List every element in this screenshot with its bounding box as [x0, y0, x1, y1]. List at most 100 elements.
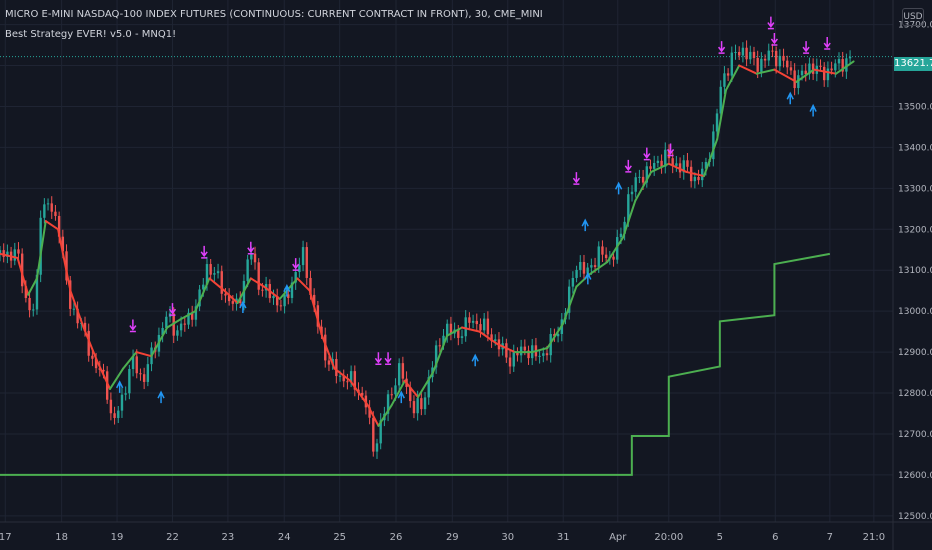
signal-line [0, 60, 855, 427]
sell-marker-icon [643, 147, 651, 161]
candle-body [449, 323, 453, 334]
candle-body [375, 443, 379, 452]
signal-segment [27, 277, 38, 296]
candle-body [494, 339, 497, 342]
candle-body [386, 394, 390, 414]
candle-body [490, 334, 493, 342]
signal-segment [366, 404, 380, 427]
signal-segment [69, 289, 85, 329]
candle-body [165, 316, 168, 328]
candle-body [39, 217, 42, 275]
signal-segment [44, 220, 60, 231]
candle-body [394, 385, 397, 395]
candle-body [819, 65, 822, 67]
sell-marker-icon [374, 352, 382, 366]
candle-body [342, 375, 345, 382]
signal-segment [223, 289, 239, 304]
candle-body [664, 149, 667, 167]
candle-body [257, 262, 260, 290]
candle-body [179, 323, 183, 331]
sell-marker-icon [572, 172, 580, 185]
candle-body [678, 163, 682, 173]
signal-segment [546, 322, 565, 349]
y-tick-label: 13400.00 [898, 143, 932, 153]
candle-body [763, 58, 767, 61]
signal-segment [795, 68, 815, 83]
candle-body [87, 330, 90, 356]
candle-body [176, 330, 179, 336]
candle-body [471, 320, 475, 323]
x-tick-label: 18 [55, 532, 68, 543]
candle-body [349, 371, 353, 383]
signal-segment [236, 277, 252, 304]
x-tick-label: 26 [390, 532, 403, 543]
x-tick-label: 29 [446, 532, 459, 543]
candle-body [752, 51, 756, 58]
signal-segment [249, 277, 265, 288]
candle-body [327, 360, 331, 365]
candle-body [401, 363, 405, 379]
candle-body [760, 58, 763, 72]
signal-segment [349, 379, 369, 407]
currency-button[interactable]: USD [902, 8, 924, 26]
candle-body [239, 298, 242, 304]
candle-body [32, 309, 35, 311]
candle-body [2, 250, 5, 257]
signal-segment [57, 228, 72, 292]
candle-body [194, 306, 198, 320]
signal-segment [755, 68, 776, 75]
candle-body [749, 51, 752, 60]
y-tick-label: 13100.00 [898, 266, 932, 276]
candle-body [113, 413, 116, 418]
candle-body [601, 246, 604, 255]
candle-body [105, 371, 109, 400]
signal-segment [562, 285, 578, 325]
candle-body [397, 363, 401, 386]
candle-body [446, 323, 449, 336]
candle-body [723, 73, 726, 87]
candle-body [279, 305, 283, 307]
candle-body [837, 59, 841, 64]
candle-body [567, 286, 571, 313]
candle-body [102, 369, 105, 372]
candle-body [460, 336, 464, 338]
candle-body [538, 355, 541, 357]
signal-segment [16, 256, 30, 296]
x-tick-label: 17 [0, 532, 12, 543]
buy-arrow-icon [614, 181, 623, 195]
candle-body [294, 272, 297, 283]
equity-curve [0, 252, 831, 476]
signal-segment [194, 277, 211, 313]
y-tick-label: 12900.00 [898, 348, 932, 358]
indicator-title[interactable]: Best Strategy EVER! v5.0 - MNQ1! [5, 29, 177, 40]
candle-body [782, 55, 785, 61]
signal-segment [685, 170, 705, 178]
candle-body [109, 399, 113, 414]
sell-marker-icon [384, 352, 392, 366]
candle-body [412, 401, 416, 414]
candle-body [630, 191, 634, 195]
x-tick-label: 31 [557, 532, 570, 543]
candle-body [231, 301, 235, 304]
x-tick-label: 21:0 [863, 532, 885, 543]
candle-body [94, 358, 98, 369]
x-axis[interactable]: 17 18 19 22 23 24 25 26 29 30 31 Apr 20:00 5 6 7 21:0 [0, 532, 885, 543]
candle-body [638, 176, 641, 178]
candle-body [505, 343, 508, 358]
candle-body [69, 280, 72, 309]
sell-marker-icon [292, 258, 300, 271]
candle-body [65, 251, 68, 281]
signal-segment [82, 326, 98, 362]
candle-body [13, 249, 16, 261]
candle-body [139, 373, 142, 375]
candle-body [553, 334, 556, 337]
signal-segment [634, 170, 653, 202]
sell-marker-icon [767, 16, 775, 30]
x-tick-label: 20:00 [654, 532, 683, 543]
candle-body [361, 392, 364, 396]
sell-marker-icon [624, 159, 632, 173]
signal-segment [738, 64, 758, 75]
candle-body [586, 267, 589, 274]
candle-body [527, 350, 530, 359]
